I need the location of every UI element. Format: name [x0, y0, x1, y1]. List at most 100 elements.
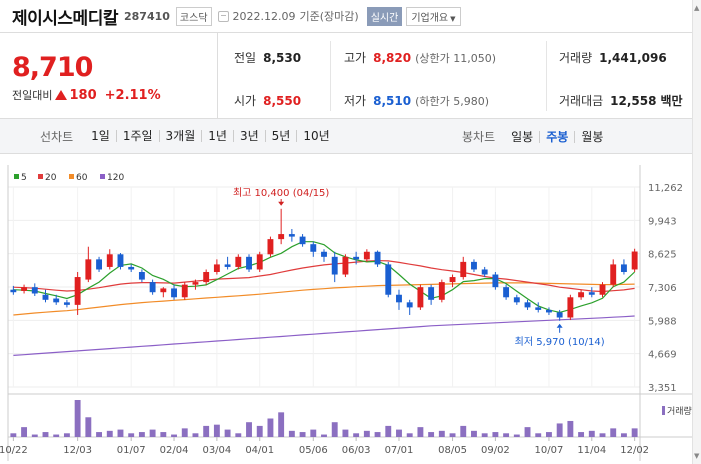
candle-body — [631, 251, 638, 270]
clock-icon — [217, 10, 229, 22]
realtime-button[interactable]: 실시간 — [366, 6, 403, 26]
stat-amount: 거래대금 12,558 백만 — [559, 92, 683, 109]
volume-bar — [42, 432, 49, 437]
candle-options: 봉차트 일봉 주봉 월봉 — [462, 119, 609, 154]
volume-bar — [363, 430, 370, 437]
x-tick-label: 12/03 — [63, 445, 92, 456]
stat-volume: 거래량 1,441,096 — [559, 49, 667, 66]
candle-body — [374, 251, 381, 265]
legend-swatch — [14, 174, 19, 179]
scroll-up-icon[interactable]: ▲ — [694, 4, 700, 12]
divider — [330, 41, 331, 111]
volume-bar — [53, 434, 60, 437]
x-tick-label: 02/04 — [160, 445, 189, 456]
legend-label: 5 — [21, 173, 27, 183]
candle-body — [342, 256, 349, 275]
period-3m[interactable]: 3개월 — [160, 130, 203, 142]
chevron-down-icon: ▼ — [450, 14, 456, 23]
candle-weekly[interactable]: 주봉 — [540, 130, 576, 143]
legend-label: 120 — [107, 173, 124, 183]
quote-date: 2022.12.09 — [232, 9, 296, 23]
x-tick-label: 06/03 — [342, 445, 371, 456]
candle-body — [438, 282, 445, 300]
chart-toolbar: 선차트 1일 1주일 3개월 1년 3년 5년 10년 봉차트 일봉 주봉 월봉 — [0, 119, 692, 154]
stat-value: 12,558 — [610, 94, 657, 108]
y-tick-label: 5,988 — [648, 316, 677, 327]
period-1y[interactable]: 1년 — [202, 130, 234, 142]
stat-label: 고가 — [344, 51, 367, 65]
candle-body — [417, 287, 424, 308]
candle-body — [588, 292, 595, 295]
x-tick-label: 12/02 — [620, 445, 649, 456]
candle-body — [385, 264, 392, 295]
volume-bar — [321, 434, 327, 437]
current-price: 8,710 — [12, 52, 93, 83]
stat-value: 8,530 — [263, 51, 302, 65]
candle-body — [610, 264, 617, 285]
volume-bar — [21, 427, 28, 437]
candle-daily[interactable]: 일봉 — [505, 130, 541, 143]
candle-body — [160, 288, 167, 293]
period-1w[interactable]: 1주일 — [117, 130, 160, 142]
candle-body — [428, 287, 435, 300]
period-10y[interactable]: 10년 — [303, 129, 330, 143]
candle-body — [620, 264, 627, 272]
candle-body — [96, 259, 102, 270]
candle-body — [256, 254, 263, 270]
candle-body — [406, 302, 413, 308]
line-chart-label: 선차트 — [40, 129, 74, 144]
candle-body — [235, 256, 242, 267]
volume-bar — [599, 433, 606, 437]
price-chart[interactable]: 5 20 60 120 11,262 9,943 8,625 7,306 5,988 4,669 3… — [0, 165, 692, 464]
volume-bar — [128, 433, 135, 437]
volume-bar — [74, 400, 81, 437]
candle-body — [171, 288, 177, 298]
candle-body — [353, 256, 360, 260]
volume-legend-swatch — [662, 406, 665, 415]
change-label: 전일대비 — [12, 89, 53, 102]
volume-bar — [342, 429, 349, 437]
period-1d[interactable]: 1일 — [85, 130, 117, 142]
scrollbar[interactable]: ▲ ▼ — [692, 0, 701, 464]
x-tick-label: 09/02 — [481, 445, 510, 456]
volume-bar — [460, 425, 467, 437]
volume-bar — [524, 427, 531, 437]
candle-monthly[interactable]: 월봉 — [581, 129, 604, 144]
candle-body — [117, 254, 124, 267]
period-5y[interactable]: 5년 — [266, 130, 298, 142]
candle-body — [128, 266, 135, 270]
volume-bar — [396, 429, 402, 437]
x-tick-label: 08/05 — [438, 445, 467, 456]
y-tick-label: 4,669 — [648, 350, 677, 361]
x-tick-label: 07/01 — [385, 445, 414, 456]
candle-body — [567, 297, 574, 318]
volume-bar — [10, 433, 17, 437]
candle-body — [363, 251, 370, 260]
company-info-dropdown[interactable]: 기업개요 ▼ — [406, 6, 461, 26]
volume-bar — [149, 429, 156, 437]
candle-body — [546, 309, 552, 313]
volume-bar — [96, 432, 102, 437]
candle-body — [331, 256, 338, 275]
volume-bar — [492, 432, 499, 437]
low-annotation: 최저 5,970 (10/14) — [515, 336, 605, 348]
candle-body — [556, 312, 563, 318]
ma60-line — [13, 282, 635, 316]
volume-bar — [417, 427, 424, 437]
volume-bar — [160, 432, 167, 437]
period-3y[interactable]: 3년 — [234, 130, 266, 142]
volume-bar — [556, 423, 563, 437]
volume-bar — [471, 430, 477, 437]
candle-body — [224, 264, 231, 267]
stat-value: 8,510 — [373, 94, 412, 108]
x-tick-label: 10/22 — [0, 445, 28, 456]
lower-limit: (하한가 5,980) — [415, 95, 489, 108]
candle-body — [181, 284, 188, 298]
candle-body — [492, 274, 499, 288]
volume-bar — [203, 425, 210, 437]
volume-bar — [503, 433, 510, 437]
scroll-down-icon[interactable]: ▼ — [694, 452, 700, 460]
candle-body — [267, 239, 274, 255]
candle-body — [460, 261, 467, 278]
volume-bar — [546, 432, 552, 437]
